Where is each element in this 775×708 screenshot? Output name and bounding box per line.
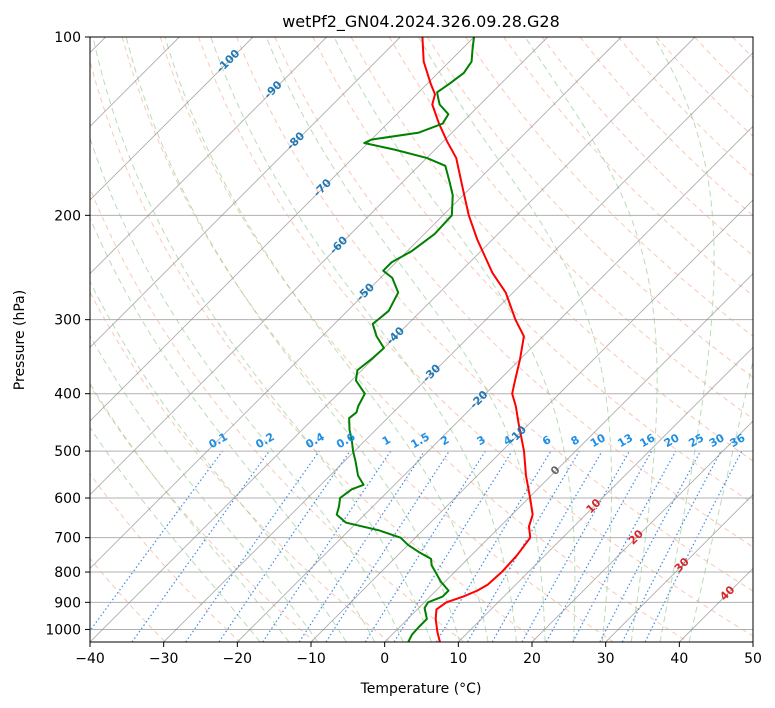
isotherm-gridline: [90, 37, 327, 275]
moist-adiabat-line: [210, 37, 517, 642]
dry-adiabat-line: [236, 37, 753, 592]
y-tick-label: 1000: [45, 622, 81, 638]
sounding-profiles: [335, 37, 534, 642]
isotherm-gridline: [310, 199, 753, 642]
mixing-ratio-line: [298, 450, 425, 642]
dry-adiabat-line: [503, 37, 753, 297]
moist-adiabat-line: [164, 37, 489, 642]
mixing-ratio-line: [572, 450, 677, 642]
y-tick-label: 300: [54, 313, 81, 329]
plot-area: -100-90-80-70-60-50-40-30-20-10010203040…: [90, 37, 753, 642]
moist-adiabat-line: [90, 334, 319, 642]
x-tick-label: 20: [523, 651, 541, 667]
isotherm-gridline: [237, 125, 753, 642]
x-tick-label: 50: [744, 651, 762, 667]
mixing-ratio-line: [393, 450, 513, 642]
isotherm-gridlines: [90, 37, 753, 642]
y-tick-label: 200: [54, 208, 81, 224]
y-tick-label: 900: [54, 595, 81, 611]
dry-adiabat-line: [90, 472, 241, 642]
y-axis-label: Pressure (hPa): [12, 290, 28, 390]
mixing-ratio-line: [185, 450, 320, 642]
x-axis-label: Temperature (°C): [360, 681, 482, 697]
mixing-ratio-lines: [90, 450, 743, 642]
dry-adiabat-line: [121, 37, 614, 642]
moist-adiabat-line: [524, 37, 658, 642]
dry-adiabat-line: [274, 37, 753, 548]
x-tick-label: 30: [597, 651, 615, 667]
isotherm-gridline: [90, 37, 696, 642]
moist-adiabat-line: [125, 37, 461, 642]
moist-adiabat-line: [333, 37, 576, 642]
x-tick-label: 40: [670, 651, 688, 667]
moist-adiabat-line: [90, 216, 376, 642]
isotherm-gridline: [384, 273, 753, 642]
x-tick-label: 0: [380, 651, 389, 667]
isotherm-gridline: [458, 346, 753, 642]
mixing-ratio-line: [644, 450, 743, 642]
dry-adiabat-line: [90, 186, 465, 642]
x-axis-ticks: −40 −30 −20 −10 0 10 20 30 40 50: [75, 642, 762, 667]
dry-adiabat-line: [198, 37, 753, 637]
dry-adiabat-line: [90, 59, 540, 642]
x-tick-label: 10: [449, 651, 467, 667]
mixing-ratio-line: [90, 450, 223, 632]
mixing-ratio-line: [545, 450, 653, 642]
dry-adiabat-line: [90, 291, 390, 642]
isotherm-gridline: [90, 37, 475, 422]
mixing-ratio-line: [218, 450, 351, 642]
moist-adiabat-line: [90, 136, 404, 642]
dry-adiabats: [90, 37, 753, 642]
mixing-ratio-line: [131, 450, 270, 642]
moist-adiabat-line: [92, 37, 432, 642]
isotherm-gridline: [90, 37, 254, 201]
y-tick-label: 600: [54, 491, 81, 507]
y-tick-label: 100: [54, 30, 81, 46]
plot-frame: [89, 36, 754, 643]
isotherm-gridline: [90, 37, 622, 569]
y-tick-label: 800: [54, 565, 81, 581]
sounding-series-1-line: [421, 37, 534, 642]
mixing-ratio-line: [325, 450, 450, 642]
chart-title: wetPf2_GN04.2024.326.09.28.G28: [282, 12, 560, 32]
isotherm-gridline: [531, 420, 753, 642]
dry-adiabat-line: [312, 37, 753, 505]
x-tick-label: −30: [149, 651, 179, 667]
dry-adiabat-line: [90, 557, 166, 642]
y-tick-label: 700: [54, 531, 81, 547]
mixing-ratio-line: [521, 450, 631, 642]
isotherm-gridline: [163, 52, 753, 642]
x-tick-label: −40: [75, 651, 105, 667]
sounding-series-2-line: [335, 37, 475, 642]
isotherm-gridline: [605, 494, 753, 642]
x-tick-label: −10: [296, 651, 326, 667]
y-axis-ticks: 1000 900 800 700 600 500 400 300 200 100: [45, 30, 90, 638]
moist-adiabat-line: [418, 37, 613, 642]
y-tick-label: 500: [54, 444, 81, 460]
dry-adiabat-line: [350, 37, 753, 462]
moist-adiabats: [90, 37, 753, 642]
mixing-ratio-line: [262, 450, 392, 642]
isotherm-gridline: [90, 37, 548, 496]
isotherm-gridline: [90, 37, 401, 348]
moist-adiabat-line: [265, 37, 546, 642]
moist-adiabat-line: [653, 37, 715, 642]
moist-adiabat-line: [688, 358, 753, 642]
y-tick-label: 400: [54, 387, 81, 403]
isobar-gridlines: [90, 37, 753, 630]
x-tick-label: −20: [223, 651, 253, 667]
